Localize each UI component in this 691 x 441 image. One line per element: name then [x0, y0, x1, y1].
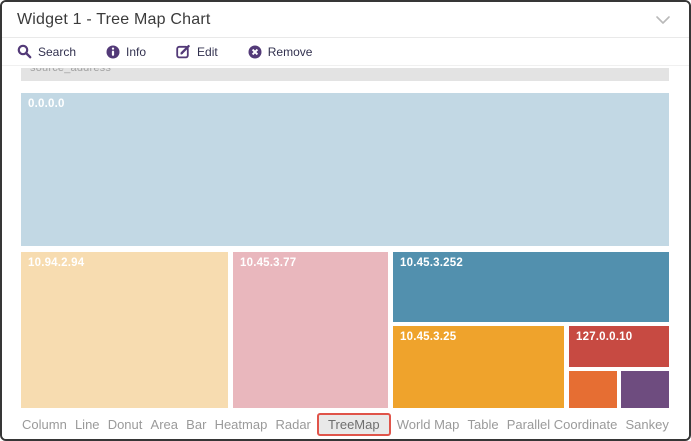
treemap-node-label: 10.94.2.94 — [28, 257, 85, 269]
info-icon — [106, 45, 120, 59]
edit-button[interactable]: Edit — [176, 44, 218, 59]
tab-line[interactable]: Line — [74, 416, 100, 432]
remove-button[interactable]: Remove — [248, 44, 313, 59]
treemap-node-10-94-2-94[interactable]: 10.94.2.94 — [21, 252, 228, 408]
tab-treemap[interactable]: TreeMap — [317, 412, 391, 436]
remove-label: Remove — [267, 44, 313, 59]
treemap-node-label: 127.0.0.10 — [576, 331, 633, 343]
widget-header: Widget 1 - Tree Map Chart — [2, 2, 689, 38]
treemap-node-label: 10.45.3.25 — [400, 331, 457, 343]
chevron-down-icon[interactable] — [655, 15, 671, 25]
info-button[interactable]: Info — [106, 45, 146, 59]
treemap: 0.0.0.0 10.94.2.94 10.45.3.77 10.45.3.252 10… — [21, 93, 669, 408]
treemap-node-label: 0.0.0.0 — [28, 98, 65, 110]
search-icon — [17, 44, 32, 59]
treemap-node-label: 10.45.3.77 — [240, 257, 297, 269]
search-button[interactable]: Search — [17, 44, 76, 59]
widget-toolbar: Search Info Edit — [2, 38, 689, 66]
tab-sankey[interactable]: Sankey — [625, 416, 669, 432]
tab-heatmap[interactable]: Heatmap — [214, 416, 268, 432]
edit-icon — [176, 44, 191, 59]
treemap-node-10-45-3-252[interactable]: 10.45.3.252 — [393, 252, 669, 322]
remove-icon — [248, 45, 262, 59]
tab-radar[interactable]: Radar — [275, 416, 311, 432]
edit-label: Edit — [197, 44, 218, 59]
widget-title: Widget 1 - Tree Map Chart — [17, 10, 211, 28]
tab-area[interactable]: Area — [150, 416, 179, 432]
info-label: Info — [126, 44, 147, 59]
treemap-node-127-0-0-10[interactable]: 127.0.0.10 — [569, 326, 669, 367]
group-field-label: source_address — [30, 68, 112, 74]
treemap-node-unlabeled[interactable] — [569, 371, 617, 408]
tab-column[interactable]: Column — [22, 416, 67, 432]
search-label: Search — [38, 44, 77, 59]
treemap-node-unlabeled[interactable] — [621, 371, 669, 408]
treemap-node-label: 10.45.3.252 — [400, 257, 463, 269]
tab-world-map[interactable]: World Map — [396, 416, 460, 432]
tab-donut[interactable]: Donut — [107, 416, 143, 432]
tab-bar[interactable]: Bar — [186, 416, 207, 432]
treemap-node-0-0-0-0[interactable]: 0.0.0.0 — [21, 93, 669, 246]
treemap-node-10-45-3-77[interactable]: 10.45.3.77 — [233, 252, 388, 408]
chart-type-tabbar: Column Line Donut Area Bar Heatmap Radar TreeMa… — [2, 409, 689, 439]
group-field-bar: source_address — [21, 68, 669, 81]
tab-parallel-coordinate[interactable]: Parallel Coordinate — [506, 416, 618, 432]
tab-table[interactable]: Table — [467, 416, 499, 432]
treemap-node-10-45-3-25[interactable]: 10.45.3.25 — [393, 326, 564, 408]
